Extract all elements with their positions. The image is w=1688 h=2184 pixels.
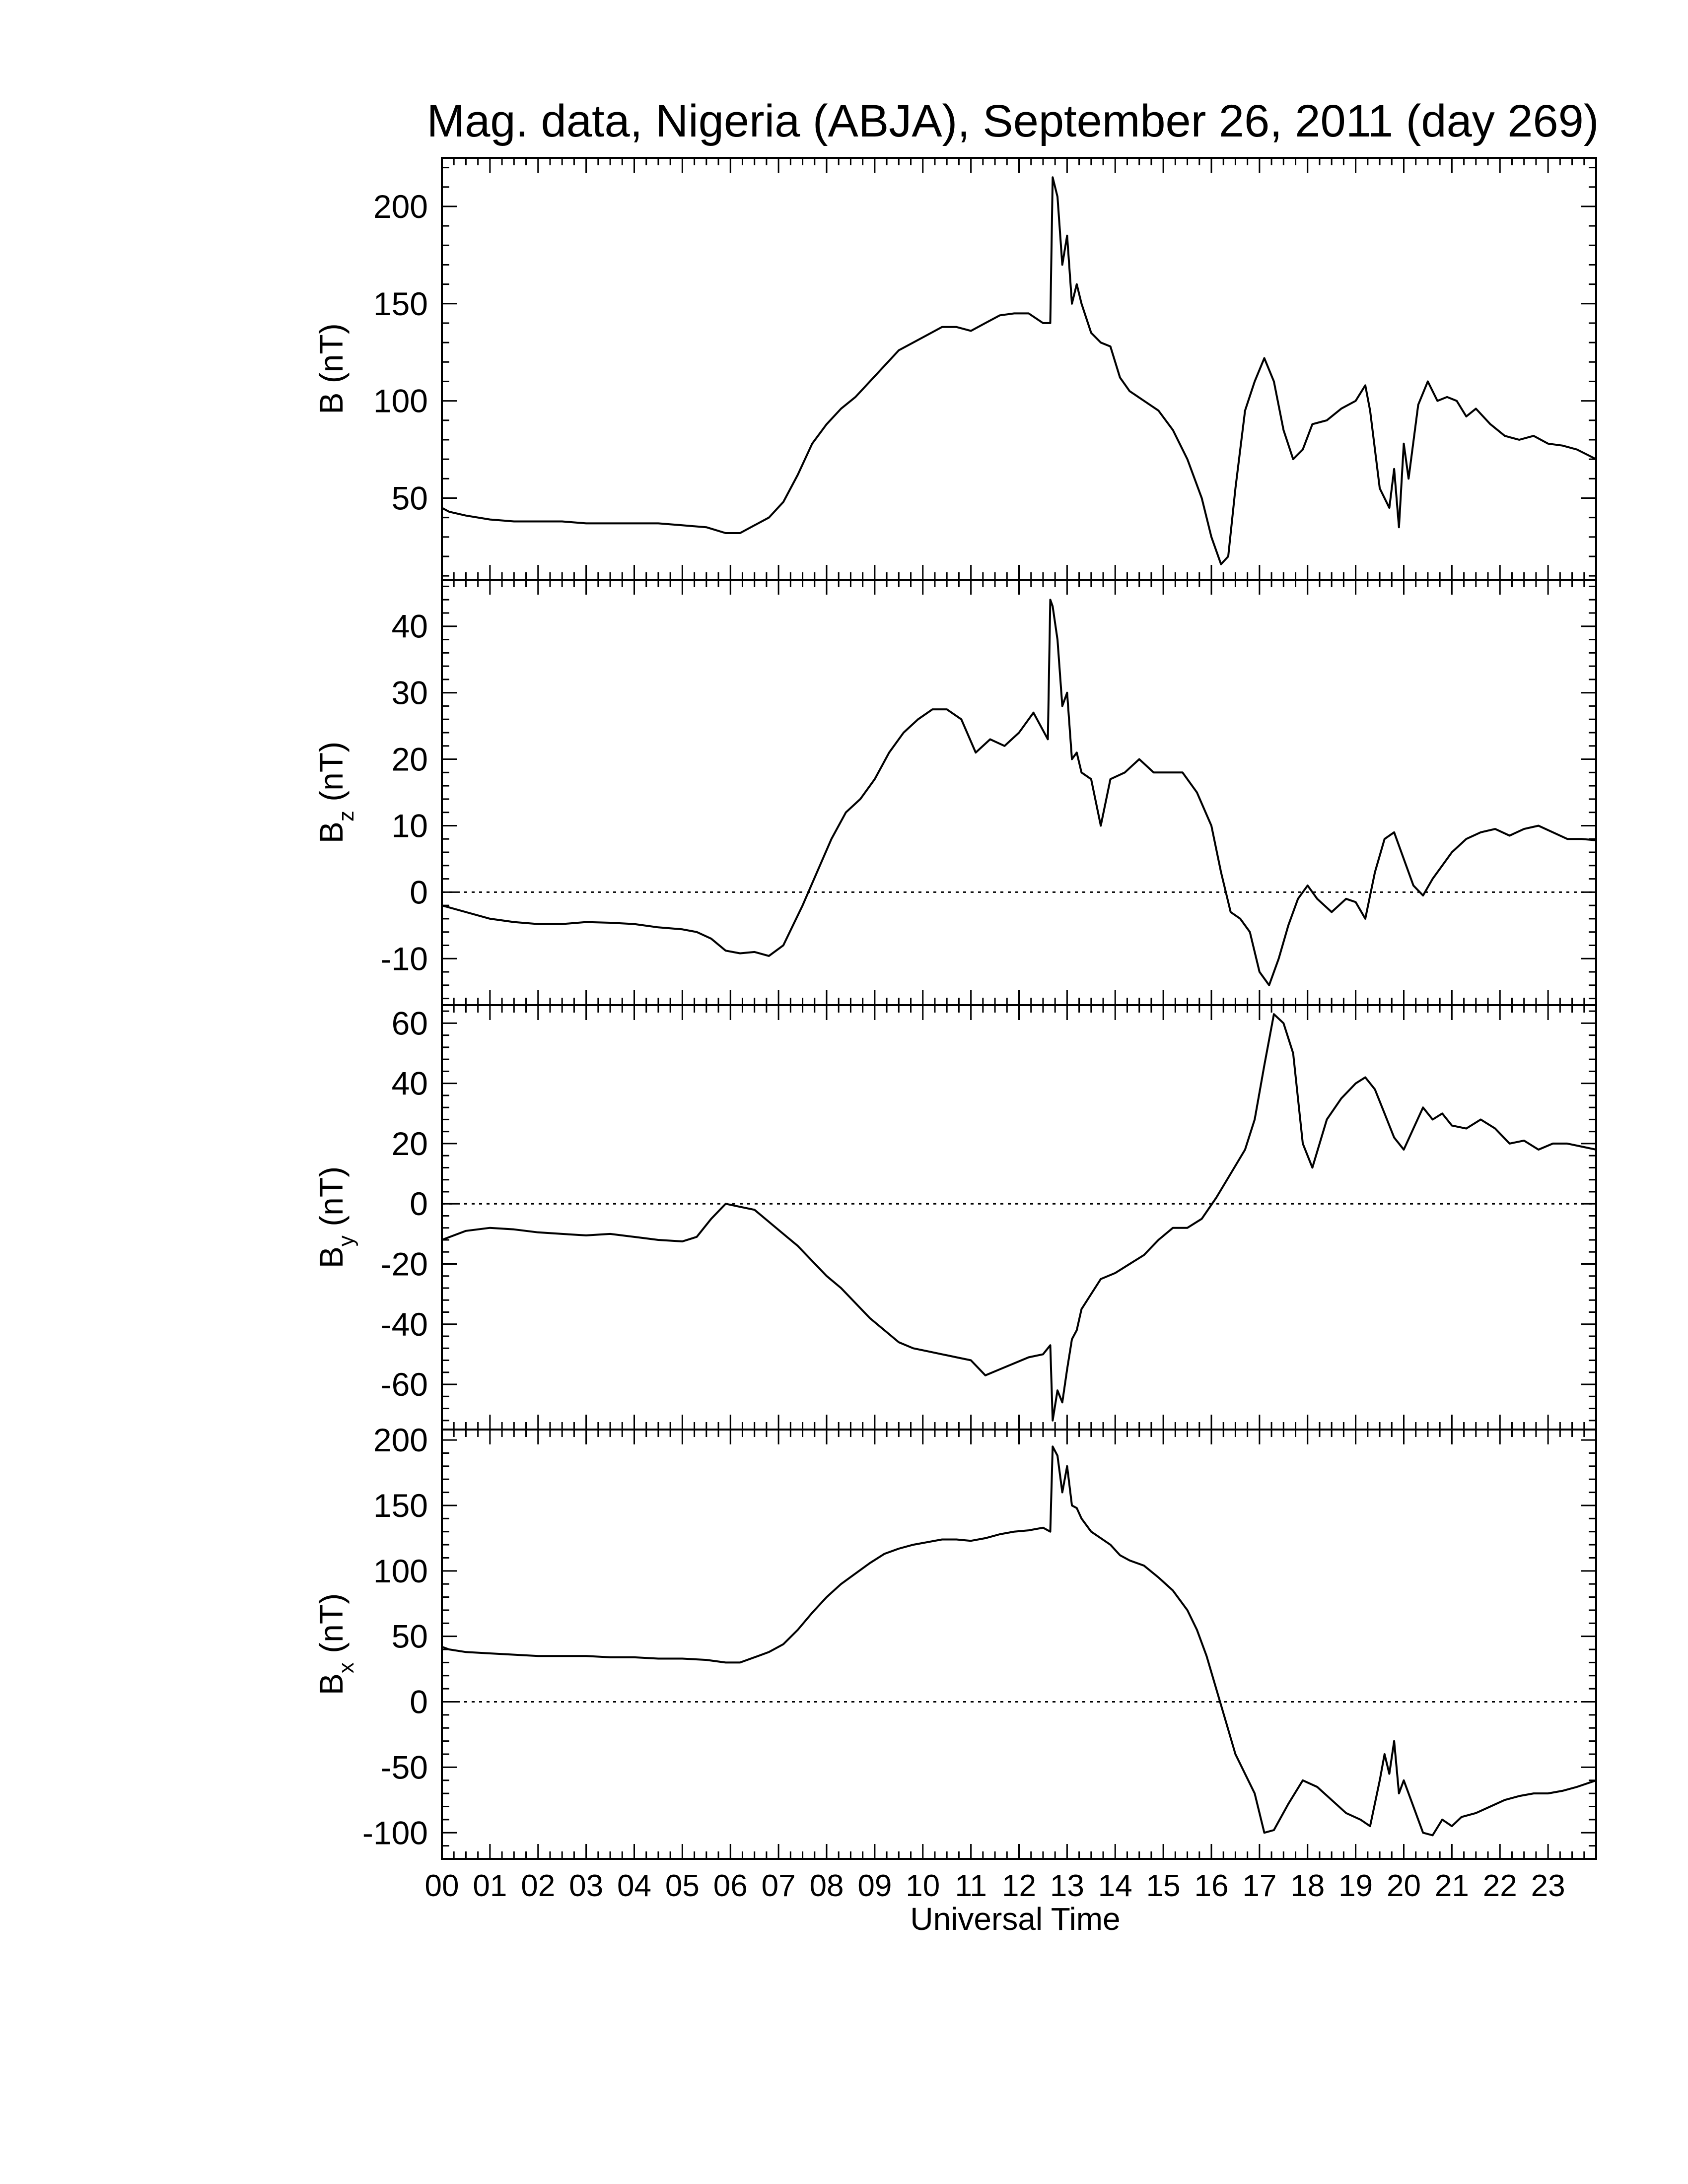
y-axis-label-subscript: x xyxy=(334,1662,358,1673)
chart-title: Mag. data, Nigeria (ABJA), September 26,… xyxy=(427,96,1599,146)
series-line xyxy=(441,176,1597,565)
y-axis-label-main: B xyxy=(313,821,350,843)
x-tick-label: 03 xyxy=(569,1869,603,1903)
x-tick-label: 02 xyxy=(521,1869,555,1903)
x-tick-label: 20 xyxy=(1387,1869,1421,1903)
x-tick-label: 17 xyxy=(1242,1869,1276,1903)
y-tick-label: -60 xyxy=(381,1366,428,1403)
panel-2: -10 0 10 20 30 40 Bz (nT) xyxy=(313,579,1597,1006)
y-tick-label: -10 xyxy=(381,940,428,977)
series-line xyxy=(441,599,1597,986)
y-tick-label: 40 xyxy=(392,608,428,645)
y-axis-label-unit: (nT) xyxy=(313,1166,350,1235)
panel-4: -100 -50 0 50 100 150 200 Bx (nT) xyxy=(313,1422,1597,1860)
x-tick-label: 19 xyxy=(1338,1869,1373,1903)
y-tick-label: 20 xyxy=(392,1125,428,1162)
y-tick-label: 200 xyxy=(373,188,428,225)
x-tick-label: 22 xyxy=(1483,1869,1517,1903)
y-axis-label-unit: (nT) xyxy=(313,323,350,392)
y-axis-label-subscript: y xyxy=(334,1235,358,1246)
y-axis-label-subscript: z xyxy=(334,811,358,821)
x-tick-label: 16 xyxy=(1195,1869,1229,1903)
x-tick-label: 11 xyxy=(955,1869,986,1903)
y-tick-label: 150 xyxy=(373,1487,428,1524)
x-tick-label: 09 xyxy=(857,1869,892,1903)
y-tick-label: -50 xyxy=(381,1749,428,1785)
series-line xyxy=(441,1445,1597,1837)
x-tick-label: 06 xyxy=(713,1869,748,1903)
x-tick-label: 12 xyxy=(1002,1869,1036,1903)
x-tick-label: 04 xyxy=(617,1869,651,1903)
y-axis-label-unit: (nT) xyxy=(313,742,350,811)
y-tick-label: -100 xyxy=(362,1814,428,1851)
y-tick-label: 40 xyxy=(392,1065,428,1102)
x-axis-label: Universal Time xyxy=(910,1901,1120,1937)
y-tick-label: 0 xyxy=(410,874,428,910)
y-axis-label: Bz (nT) xyxy=(313,742,358,843)
series-line xyxy=(441,1013,1597,1422)
x-tick-label: 00 xyxy=(425,1869,459,1903)
x-tick-label: 13 xyxy=(1050,1869,1084,1903)
x-tick-label: 21 xyxy=(1435,1869,1469,1903)
y-axis-label-main: B xyxy=(313,1673,350,1695)
x-tick-label: 18 xyxy=(1290,1869,1325,1903)
x-tick-label: 01 xyxy=(473,1869,507,1903)
y-tick-label: 30 xyxy=(392,675,428,711)
panel-1: 50 100 150 200 B (nT) xyxy=(313,157,1597,581)
x-tick-label: 08 xyxy=(810,1869,844,1903)
y-tick-label: 0 xyxy=(410,1185,428,1222)
x-tick-label: 14 xyxy=(1098,1869,1132,1903)
x-tick-label: 10 xyxy=(906,1869,940,1903)
y-axis-label: Bx (nT) xyxy=(313,1593,358,1695)
x-tick-label: 05 xyxy=(665,1869,700,1903)
x-tick-label: 23 xyxy=(1531,1869,1565,1903)
y-tick-label: 50 xyxy=(392,479,428,516)
y-tick-label: 20 xyxy=(392,741,428,778)
x-tick-label: 07 xyxy=(762,1869,796,1903)
y-tick-label: 0 xyxy=(410,1684,428,1720)
y-tick-label: 100 xyxy=(373,383,428,419)
y-tick-label: 150 xyxy=(373,285,428,322)
y-tick-label: 60 xyxy=(392,1005,428,1041)
y-tick-label: 50 xyxy=(392,1618,428,1655)
y-tick-label: -40 xyxy=(381,1306,428,1343)
y-axis-label-main: B xyxy=(313,393,350,414)
y-tick-label: 100 xyxy=(373,1553,428,1589)
panel-3: -60 -40 -20 0 20 40 60 By (nT) xyxy=(313,1004,1597,1431)
y-tick-label: 10 xyxy=(392,807,428,844)
x-tick-label: 15 xyxy=(1146,1869,1181,1903)
y-axis-label-main: B xyxy=(313,1246,350,1268)
y-tick-label: -20 xyxy=(381,1245,428,1282)
y-axis-label: B (nT) xyxy=(313,323,350,414)
y-tick-label: 200 xyxy=(373,1422,428,1458)
y-axis-label-unit: (nT) xyxy=(313,1593,350,1662)
y-axis-label: By (nT) xyxy=(313,1166,358,1268)
